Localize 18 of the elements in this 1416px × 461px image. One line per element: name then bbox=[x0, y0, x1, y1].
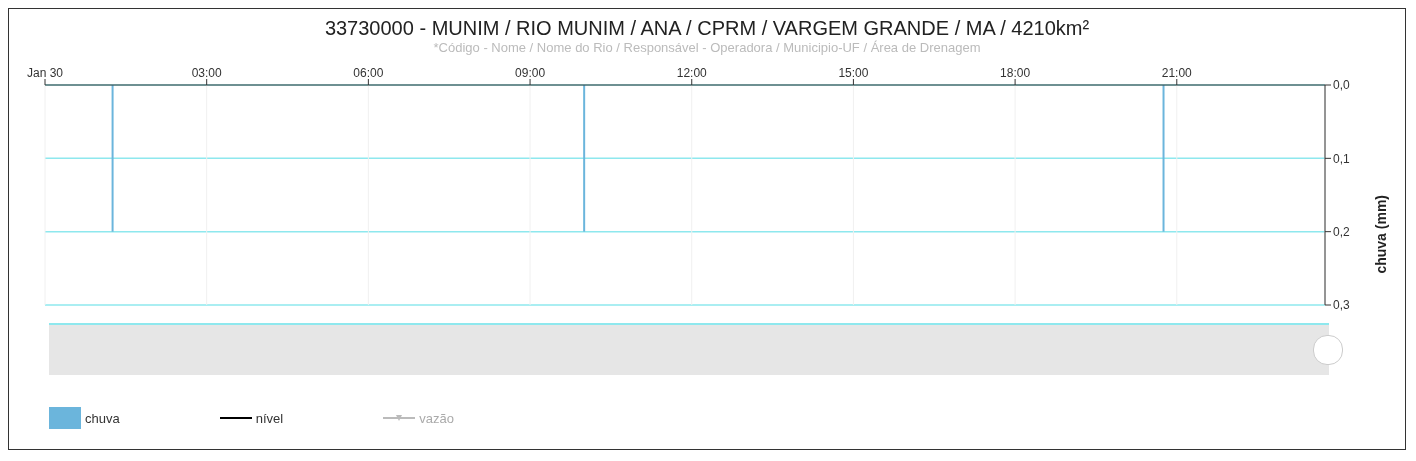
x-tick-label: 18:00 bbox=[1000, 66, 1031, 80]
x-tick-label: 12:00 bbox=[676, 66, 708, 80]
legend-label: nível bbox=[255, 410, 284, 426]
legend-label: chuva bbox=[85, 410, 120, 426]
chart-subtitle: *Código - Nome / Nome do Rio / Responsável - Operadora / Municipio-UF / Área de Drenagem bbox=[432, 40, 982, 55]
x-tick-label: 03:00 bbox=[191, 66, 223, 80]
y-tick-label: 0,3 bbox=[1333, 298, 1351, 313]
y-axis-title: chuva (mm) bbox=[1372, 195, 1389, 274]
x-tick-label: 21:00 bbox=[1161, 66, 1193, 80]
x-tick-label: 09:00 bbox=[515, 66, 546, 80]
y-tick-label: 0,2 bbox=[1333, 224, 1351, 239]
y-tick-label: 0,0 bbox=[1333, 78, 1351, 93]
legend-label: vazão bbox=[419, 410, 454, 426]
x-tick-label: 06:00 bbox=[353, 66, 384, 80]
x-tick-label: 15:00 bbox=[838, 66, 869, 80]
x-tick-label: Jan 30 bbox=[26, 66, 64, 80]
y-tick-label: 0,1 bbox=[1333, 151, 1351, 166]
chart-title: 33730000 - MUNIM / RIO MUNIM / ANA / CPRM / VARGEM GRANDE / MA / 4210km² bbox=[323, 17, 1091, 40]
